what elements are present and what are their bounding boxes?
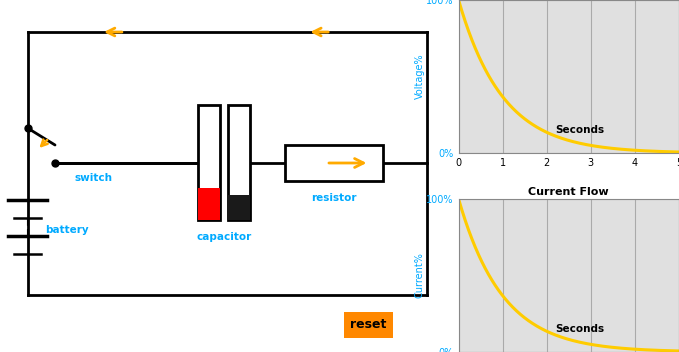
Y-axis label: Voltage%: Voltage% [415,54,425,99]
Bar [198,105,220,220]
Bar [285,145,383,181]
Text: resistor: resistor [311,193,356,203]
Text: Seconds: Seconds [555,324,605,334]
Text: capacitor: capacitor [196,232,252,242]
Text: Seconds: Seconds [555,125,605,135]
Title: Current Flow: Current Flow [528,187,609,197]
Y-axis label: Current%: Current% [415,252,425,298]
Text: battery: battery [45,225,89,235]
Text: switch: switch [75,173,113,183]
Bar [198,188,220,220]
Text: reset: reset [350,319,386,332]
Bar [228,105,249,220]
Bar [228,195,249,220]
